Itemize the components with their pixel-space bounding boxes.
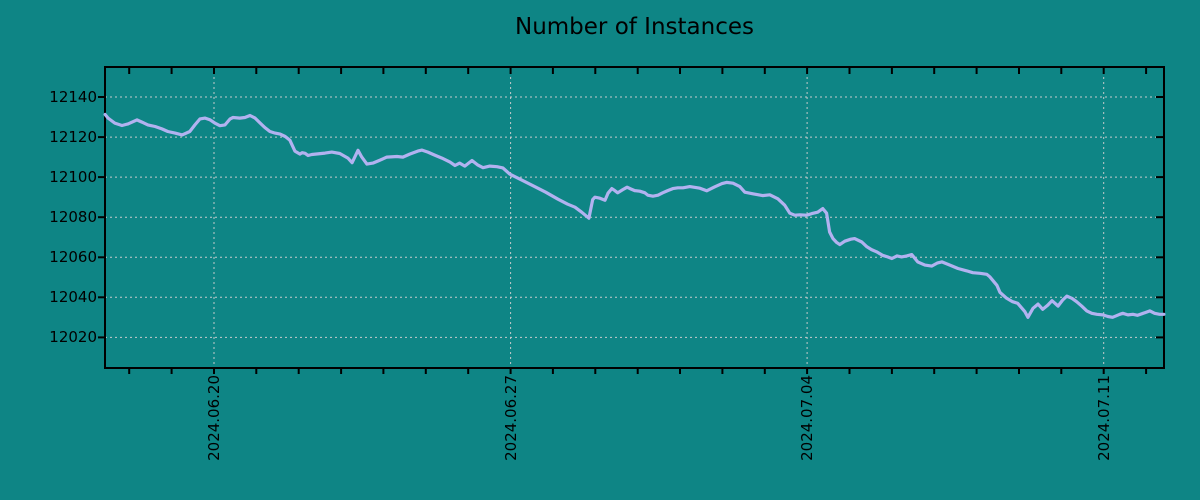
x-axis-label: 2024.06.27 [502, 375, 520, 461]
x-axis-label: 2024.07.04 [798, 375, 816, 461]
plot-border [104, 66, 1165, 369]
y-axis-label: 12140 [49, 88, 97, 106]
chart-title: Number of Instances [515, 14, 754, 40]
y-axis-label: 12100 [49, 168, 97, 186]
series-line-instances [103, 112, 1166, 319]
y-axis-label: 12080 [49, 208, 97, 226]
y-axis-label: 12120 [49, 128, 97, 146]
x-axis-label: 2024.07.11 [1095, 375, 1113, 461]
y-axis-label: 12020 [49, 328, 97, 346]
y-axis-label: 12040 [49, 288, 97, 306]
y-axis-label: 12060 [49, 248, 97, 266]
x-axis-label: 2024.06.20 [205, 375, 223, 461]
